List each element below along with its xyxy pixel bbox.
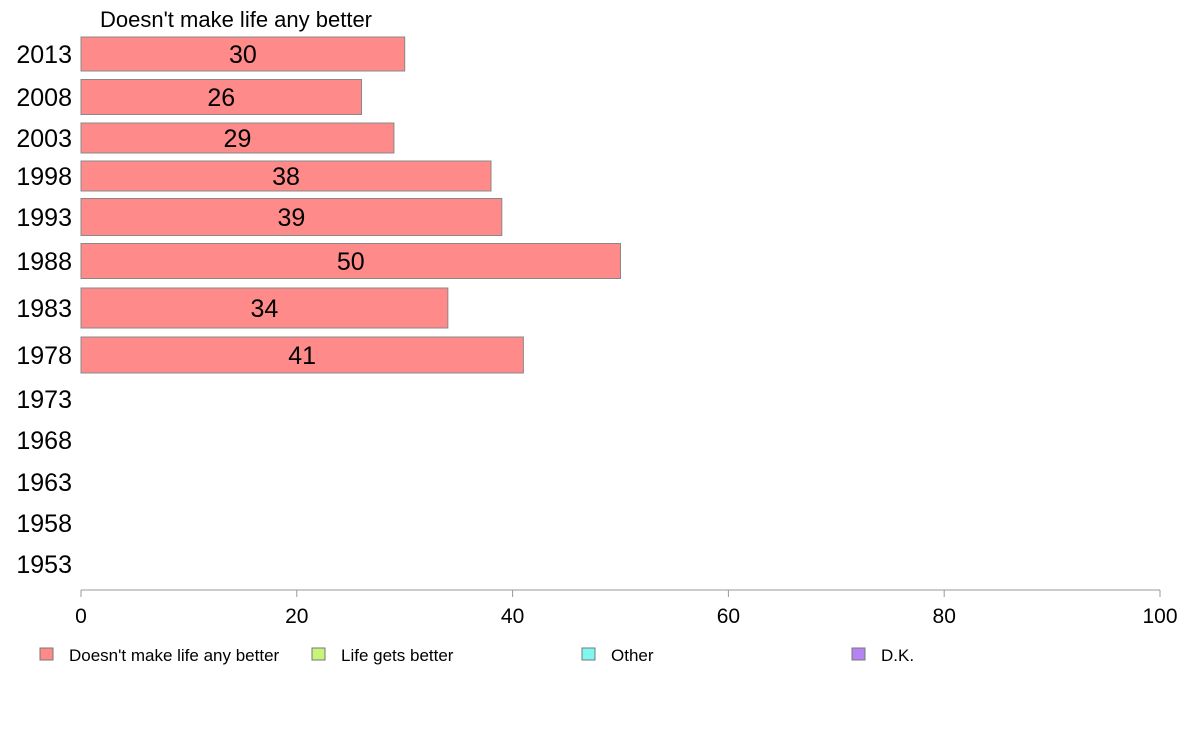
bar-value-label: 34 <box>251 295 279 323</box>
y-tick-label: 1993 <box>16 204 72 232</box>
legend-swatch <box>581 647 596 661</box>
bar <box>80 36 406 72</box>
legend: Doesn't make life any better Life gets be… <box>39 646 914 665</box>
bar <box>80 160 492 192</box>
y-tick-label: 1958 <box>16 510 72 538</box>
x-tick-label: 100 <box>1142 605 1177 628</box>
y-tick-label: 2008 <box>16 84 72 112</box>
x-tick-label: 80 <box>933 605 956 628</box>
y-tick-label: 1978 <box>16 342 72 370</box>
y-tick-label: 1953 <box>16 551 72 579</box>
y-tick-label: 1973 <box>16 386 72 414</box>
y-axis-labels: 2013 2008 2003 1998 1993 1988 1983 1978 1973 1968… <box>16 41 72 579</box>
y-tick-label: 1968 <box>16 427 72 455</box>
bar <box>80 198 503 236</box>
y-tick-label: 2003 <box>16 125 72 153</box>
y-tick-label: 1983 <box>16 295 72 323</box>
x-tick-label: 60 <box>717 605 740 628</box>
bar <box>80 336 524 374</box>
bar <box>80 243 621 279</box>
legend-swatch <box>311 647 326 661</box>
legend-label: Doesn't make life any better <box>69 646 280 665</box>
bar-group: 30 26 29 38 39 50 34 41 <box>80 36 621 374</box>
bar-value-label: 29 <box>224 125 252 153</box>
bar <box>80 79 363 115</box>
legend-swatch <box>851 647 866 661</box>
bar <box>80 287 449 329</box>
legend-label: Other <box>611 646 654 665</box>
y-tick-label: 2013 <box>16 41 72 69</box>
x-tick-label: 40 <box>501 605 524 628</box>
y-tick-label: 1963 <box>16 469 72 497</box>
y-tick-label: 1998 <box>16 163 72 191</box>
y-tick-label: 1988 <box>16 248 72 276</box>
bar-value-label: 30 <box>229 41 257 69</box>
bar-value-label: 26 <box>207 84 235 112</box>
legend-label: Life gets better <box>341 646 454 665</box>
x-tick-label: 0 <box>75 605 87 628</box>
legend-label: D.K. <box>881 646 914 665</box>
x-tick-label: 20 <box>285 605 308 628</box>
bar-value-label: 41 <box>288 342 316 370</box>
bar <box>80 122 395 154</box>
chart-title: Doesn't make life any better <box>100 7 372 32</box>
legend-swatch <box>39 647 54 661</box>
x-axis: 0 20 40 60 80 100 <box>75 589 1178 628</box>
bar-value-label: 39 <box>277 204 305 232</box>
bar-value-label: 50 <box>337 248 365 276</box>
bar-value-label: 38 <box>272 163 300 191</box>
